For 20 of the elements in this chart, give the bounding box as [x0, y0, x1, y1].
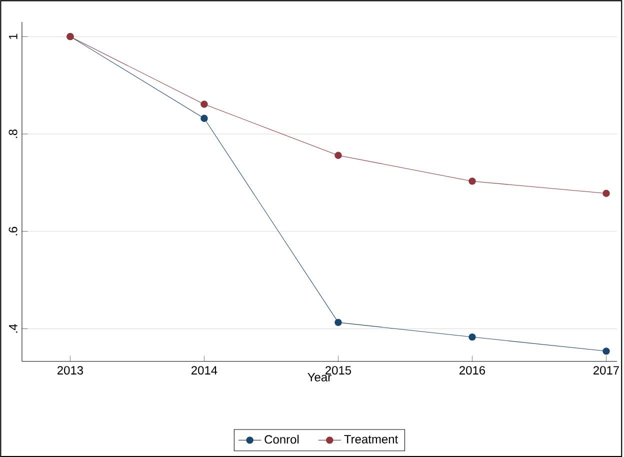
point: [602, 347, 610, 355]
legend-label: Conrol: [264, 434, 299, 444]
y-tick-label: .6: [8, 226, 18, 236]
point: [200, 114, 208, 122]
point: [334, 318, 342, 326]
x-tick-label: 2015: [326, 366, 352, 374]
x-tick-label: 2014: [192, 366, 218, 374]
point: [200, 100, 208, 108]
y-tick-label: .4: [9, 324, 18, 333]
x-axis-title: Year: [308, 372, 332, 382]
x-tick-label: 2016: [460, 366, 486, 374]
point: [468, 178, 476, 185]
y-tick-label: .8: [8, 129, 18, 138]
legend-label: Treatment: [344, 434, 398, 444]
point: [468, 333, 476, 341]
x-tick-label: 2017: [594, 366, 619, 374]
point: [602, 190, 610, 197]
point: [334, 152, 342, 159]
y-tick-label: 1: [9, 34, 18, 39]
x-tick-label: 2013: [57, 366, 84, 374]
